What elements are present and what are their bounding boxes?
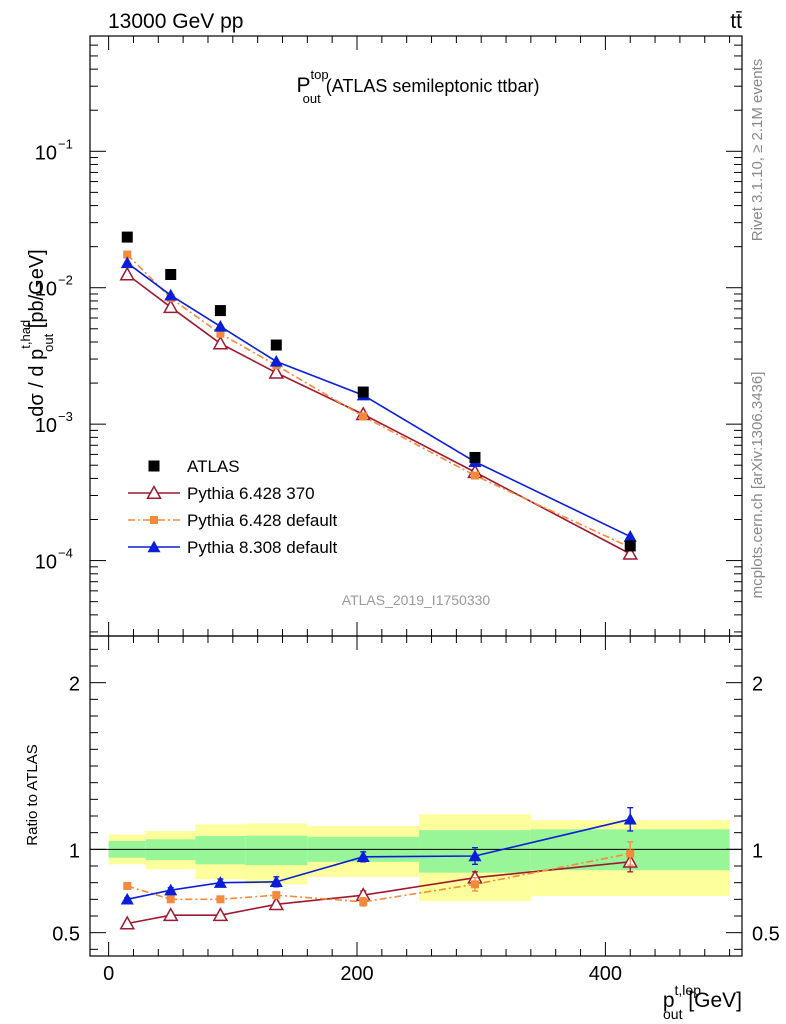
py6_default-main-point [216, 329, 225, 338]
main-y-axis-label: dσ / d pt,had out [pb/GeV] [18, 249, 56, 416]
atlas-data-point [165, 269, 177, 281]
py6_370-ratio-point [162, 907, 179, 922]
series-layer [119, 231, 639, 930]
py6_370-ratio-point [119, 915, 136, 930]
main-y-tick-label: 10 [35, 415, 57, 437]
header-right: tt̄ [730, 10, 742, 33]
x-tick-label: 400 [589, 963, 622, 985]
main-y-tick-exponent: −4 [58, 546, 73, 561]
green-band-bin [195, 836, 246, 865]
py6_default-ratio-point [470, 880, 479, 889]
legend-marker-atlas [148, 460, 160, 472]
py6_370-main-point [162, 299, 179, 314]
py8_default-ratio-point [269, 875, 283, 888]
ratio-y-tick-label-right: 2 [752, 674, 763, 696]
py6_370-main-point [212, 335, 229, 350]
legend-marker-py6_370 [146, 484, 162, 499]
ratio-plot-frame [89, 635, 743, 957]
legend-label-py6_default: Pythia 6.428 default [187, 511, 338, 530]
py6_default-main-point [470, 471, 479, 480]
ratio-y-tick-label-right: 1 [752, 840, 763, 862]
side-text-lower: mcplots.cern.ch [arXiv:1306.3436] [749, 372, 766, 599]
py6_370-ratio-point [268, 896, 285, 911]
atlas-data-point [469, 451, 481, 463]
py8_default-ratio-point [468, 849, 482, 862]
plot-title: Ptop out (ATLAS semileptonic ttbar) [297, 67, 540, 106]
py6_default-ratio-point [123, 882, 132, 890]
ratio-y-tick-label-left: 0.5 [52, 924, 80, 946]
ratio-y-tick-label-left: 1 [69, 840, 80, 862]
main-y-tick-exponent: −1 [58, 136, 73, 151]
atlas-data-point [214, 305, 226, 317]
side-text-upper: Rivet 3.1.10, ≥ 2.1M events [749, 59, 766, 242]
py6_default-ratio-point [216, 895, 225, 904]
py8_default-main-point [164, 288, 178, 301]
ratio-y-tick-label-left: 2 [69, 674, 80, 696]
analysis-label: ATLAS_2019_I1750330 [342, 592, 491, 608]
atlas-data-point [357, 386, 369, 398]
py6_370-main-point [268, 364, 285, 379]
py6_default-main-point [359, 412, 368, 421]
green-band-bin [245, 835, 308, 866]
ratio-uncertainty-bands [108, 814, 730, 901]
x-axis-label: pt,lep out [GeV] [663, 982, 742, 1022]
py6_370-main-point [622, 545, 639, 560]
py8_default-main-point [269, 354, 283, 367]
atlas-data-point [270, 339, 282, 351]
py6_default-ratio-point [166, 895, 175, 904]
legend: ATLAS Pythia 6.428 370 Pythia 6.428 defaul… [128, 457, 338, 557]
main-y-tick-label: 10 [35, 142, 57, 164]
py6_370-ratio-point [212, 907, 229, 922]
x-tick-label: 0 [103, 963, 114, 985]
header-left: 13000 GeV pp [108, 10, 243, 33]
main-y-tick-label: 10 [35, 279, 57, 301]
main-y-tick-label: 10 [35, 552, 57, 574]
legend-label-py6_370: Pythia 6.428 370 [187, 484, 315, 503]
py6_default-main-point [123, 250, 132, 259]
py8_default-main-point [213, 319, 227, 332]
x-tick-label: 200 [340, 963, 373, 985]
legend-label-py8_default: Pythia 8.308 default [187, 538, 338, 557]
py6_default-ratio-point [359, 897, 368, 906]
py8_default-ratio-point [623, 812, 637, 825]
py6_370-main-point [119, 266, 136, 281]
legend-label-atlas: ATLAS [187, 457, 240, 476]
py8_default-ratio-point [356, 850, 370, 863]
main-y-tick-exponent: −2 [58, 273, 73, 288]
atlas-data-point [121, 231, 133, 243]
legend-marker-py8_default [147, 540, 161, 553]
main-y-tick-exponent: −3 [58, 409, 73, 424]
py8_default-ratio-point [164, 883, 178, 896]
py6_default-ratio-point [626, 849, 635, 858]
ratio-y-axis-label: Ratio to ATLAS [24, 744, 41, 845]
py8_default-ratio-point [120, 892, 134, 905]
py8_default-main-point [623, 530, 637, 542]
ratio-y-tick-label-right: 0.5 [752, 924, 780, 946]
py8_default-ratio-point [213, 876, 227, 888]
py8_default-main-point [120, 256, 134, 269]
atlas-data-point [624, 540, 636, 552]
py6_default-main-line [126, 253, 631, 549]
legend-marker-py6_default [150, 516, 158, 524]
py6_default-ratio-point [272, 891, 281, 900]
